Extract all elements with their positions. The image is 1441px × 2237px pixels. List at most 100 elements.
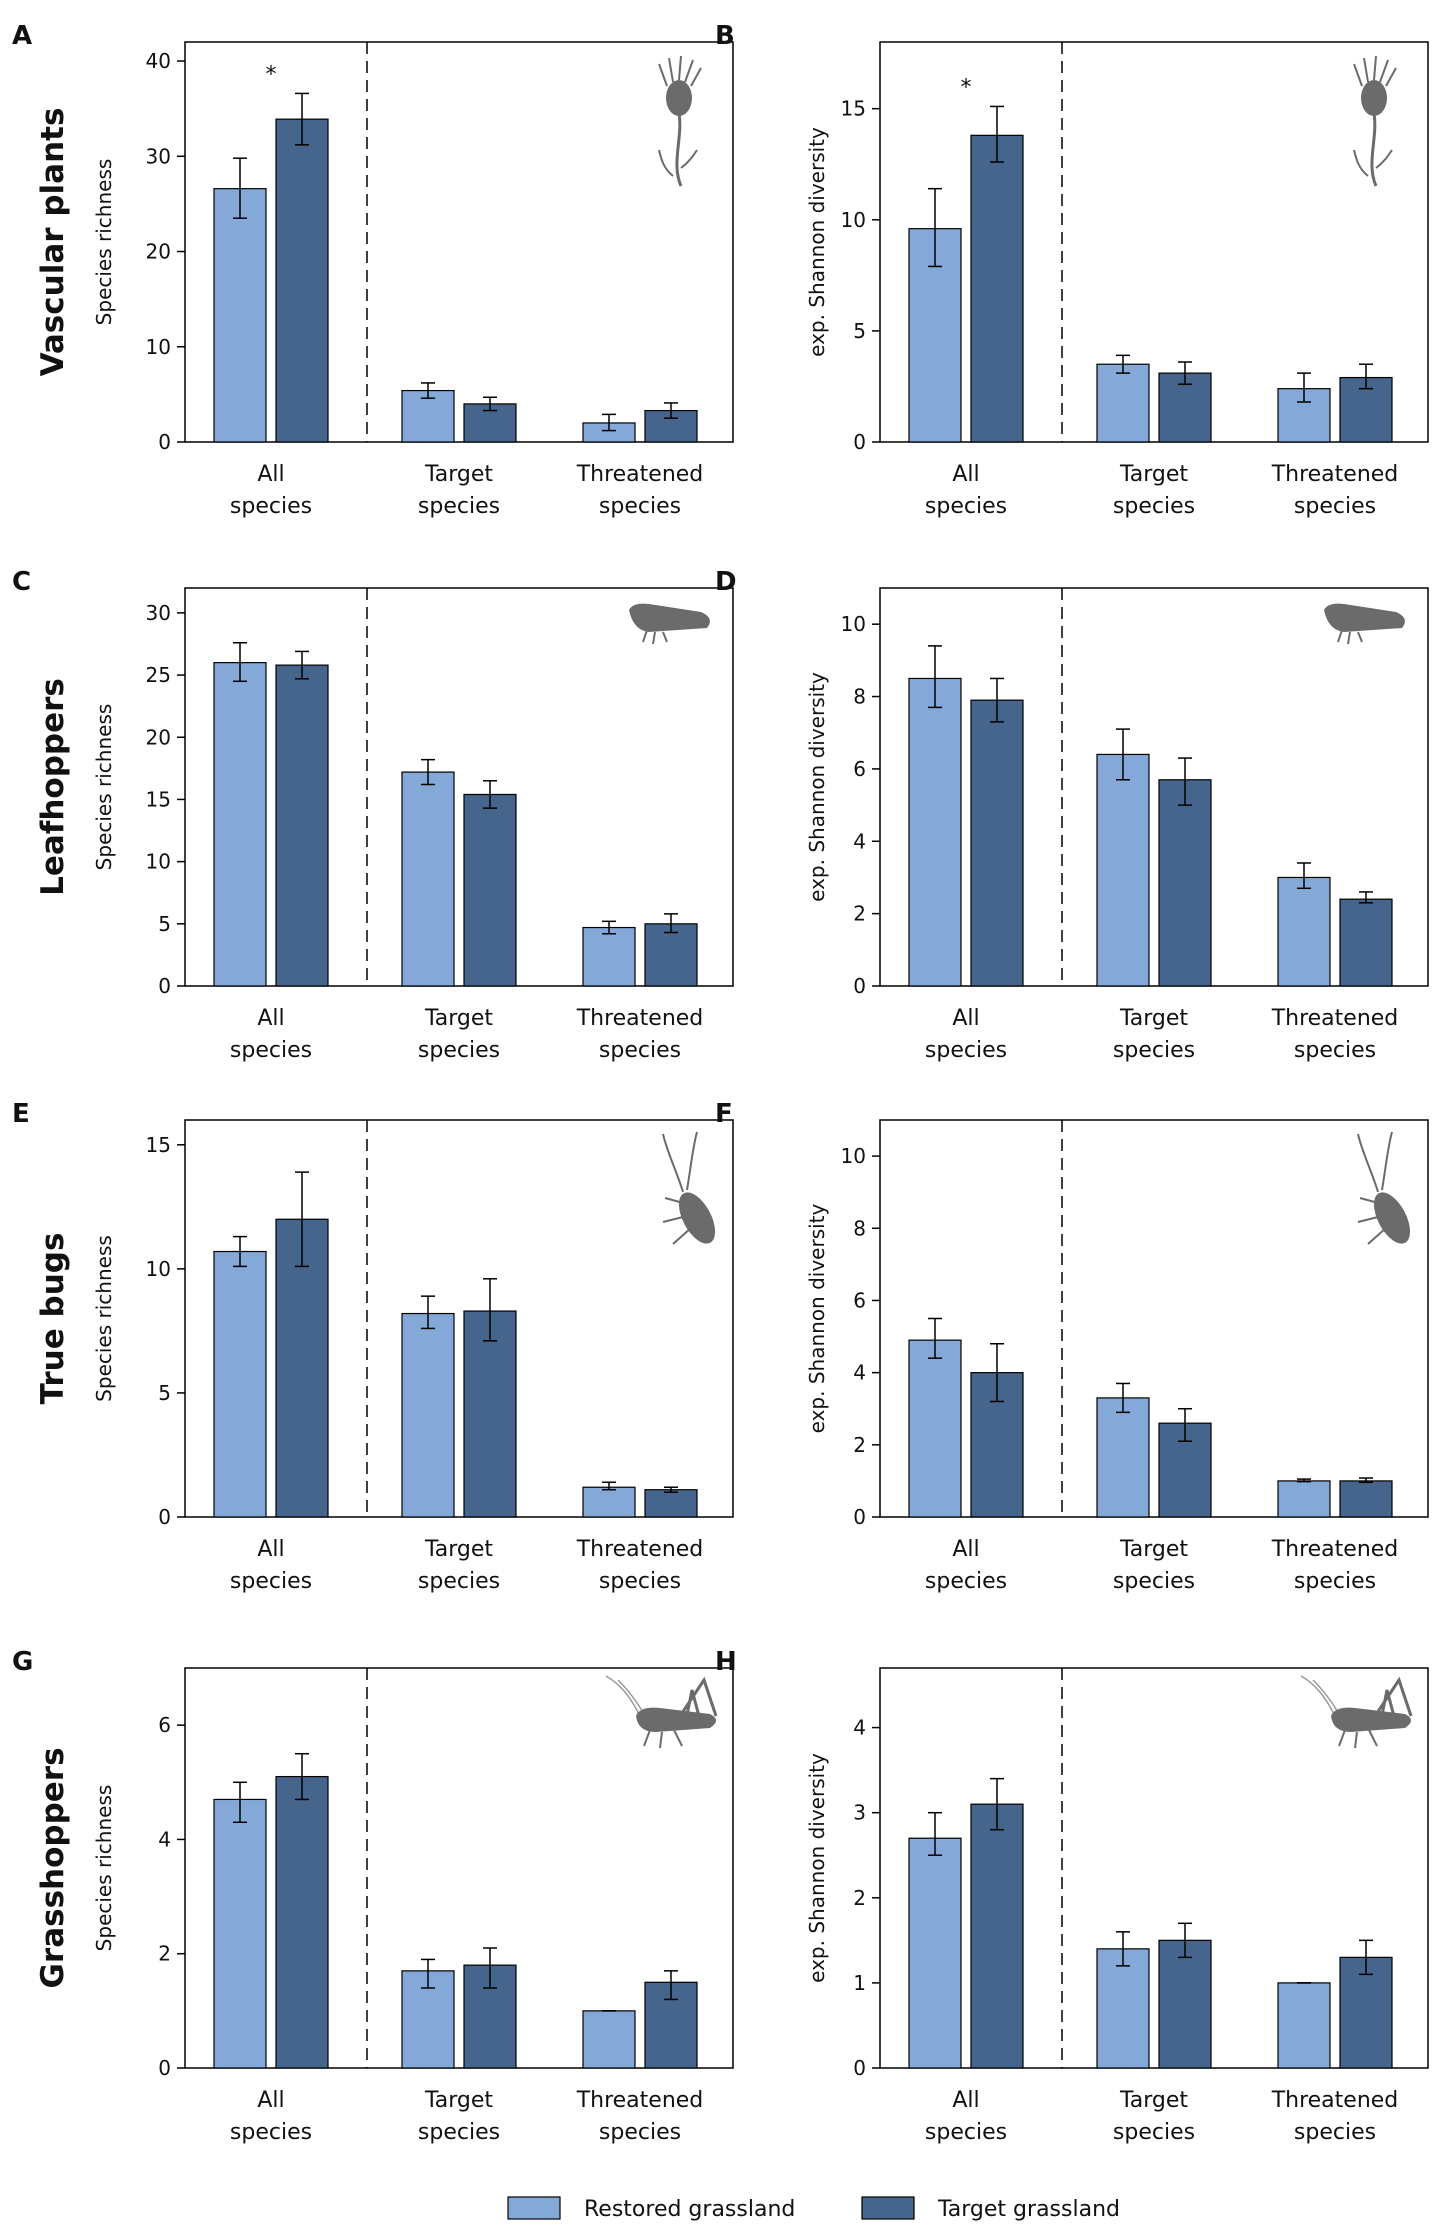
- plot-frame: [184, 1667, 734, 2069]
- y-tick-label: 30: [146, 144, 171, 168]
- spines: [1353, 55, 1397, 87]
- category-label: Target: [1119, 1537, 1188, 1562]
- y-axis-title: Species richness: [92, 159, 116, 326]
- legs: [643, 1729, 683, 1749]
- flower-head: [1361, 80, 1387, 116]
- category-label: species: [1113, 1038, 1195, 1063]
- category-label: species: [230, 494, 312, 519]
- category-label: All: [257, 462, 284, 487]
- bar: [1339, 898, 1393, 987]
- category-label: All: [952, 1006, 979, 1031]
- y-tick-label: 4: [853, 1361, 866, 1385]
- panel-letter: A: [12, 21, 32, 51]
- bar: [1096, 1948, 1150, 2069]
- y-tick-label: 2: [853, 1433, 866, 1457]
- legs: [1338, 1729, 1378, 1749]
- thistle-icon: [1353, 55, 1397, 187]
- category-label: species: [925, 494, 1007, 519]
- panel-letter: G: [12, 1647, 33, 1677]
- y-tick-label: 0: [853, 430, 866, 454]
- thistle-icon: [658, 55, 702, 187]
- y-tick-label: 4: [158, 1827, 171, 1851]
- leafhopper-icon: [629, 603, 710, 645]
- body: [678, 1192, 716, 1244]
- bar: [275, 1775, 329, 2069]
- y-axis-title: Species richness: [92, 704, 116, 871]
- y-tick-label: 15: [841, 97, 866, 121]
- category-label: All: [952, 2088, 979, 2113]
- bar: [908, 677, 962, 987]
- y-tick-label: 6: [853, 1288, 866, 1312]
- bar: [1277, 1982, 1331, 2069]
- category-label: species: [1294, 2120, 1376, 2145]
- panel-letter: D: [715, 567, 737, 597]
- bar: [275, 664, 329, 987]
- true-bug-icon: [662, 1131, 716, 1245]
- bar: [463, 793, 517, 987]
- stem: [675, 112, 683, 187]
- y-tick-label: 2: [158, 1942, 171, 1966]
- row-title: Grasshoppers: [35, 1747, 71, 1988]
- panel-b: 0 5 10 15 exp. Shannon diversity B * All species…: [715, 21, 1429, 519]
- category-label: Threatened: [1271, 2088, 1399, 2113]
- panel-h: 0 1 2 3 4 exp. Shannon diversity H All species Ta…: [715, 1647, 1429, 2145]
- antennae: [1357, 1131, 1393, 1193]
- bar: [1277, 1480, 1331, 1518]
- bar: [970, 1803, 1024, 2069]
- category-label: species: [599, 1038, 681, 1063]
- antennae: [662, 1131, 698, 1193]
- category-label: All: [257, 1537, 284, 1562]
- category-label: Threatened: [1271, 1006, 1399, 1031]
- y-tick-label: 8: [853, 685, 866, 709]
- category-label: Target: [424, 1006, 493, 1031]
- bar: [213, 188, 267, 443]
- y-tick-label: 2: [853, 1886, 866, 1910]
- legs: [642, 629, 668, 645]
- y-axis-title: Species richness: [92, 1235, 116, 1402]
- category-label: species: [1294, 494, 1376, 519]
- plot-frame: [879, 1667, 1429, 2069]
- y-tick-label: 6: [853, 757, 866, 781]
- y-tick-label: 10: [841, 208, 866, 232]
- y-tick-label: 40: [146, 49, 171, 73]
- bar: [1096, 1397, 1150, 1518]
- category-label: species: [925, 1569, 1007, 1594]
- y-tick-label: 0: [853, 1505, 866, 1529]
- bar: [908, 1339, 962, 1518]
- y-tick-label: 3: [853, 1801, 866, 1825]
- y-tick-label: 15: [146, 787, 171, 811]
- bar: [1096, 753, 1150, 987]
- category-label: species: [599, 494, 681, 519]
- plot-frame: [184, 41, 734, 443]
- category-label: Threatened: [576, 2088, 704, 2113]
- leafhopper-icon: [1324, 603, 1405, 645]
- y-axis-title: exp. Shannon diversity: [805, 1753, 829, 1983]
- bar: [1339, 1480, 1393, 1518]
- y-tick-label: 0: [158, 974, 171, 998]
- legs: [662, 1197, 692, 1245]
- plot-frame: [879, 1119, 1429, 1518]
- panel-g: 0 2 4 6 Species richness G Grasshoppers All spec…: [12, 1647, 734, 2145]
- grasshopper-icon: [605, 1675, 718, 1749]
- category-label: Threatened: [1271, 1537, 1399, 1562]
- panel-letter: C: [12, 567, 31, 597]
- category-label: species: [925, 2120, 1007, 2145]
- panel-d: 0 2 4 6 8 10 exp. Shannon diversity D All species…: [715, 567, 1429, 1063]
- y-tick-label: 8: [853, 1216, 866, 1240]
- y-axis-title: exp. Shannon diversity: [805, 127, 829, 357]
- category-label: Threatened: [1271, 462, 1399, 487]
- y-tick-label: 0: [158, 430, 171, 454]
- category-label: Target: [424, 1537, 493, 1562]
- bar: [644, 1489, 698, 1518]
- bar: [582, 2010, 636, 2069]
- category-label: Target: [424, 2088, 493, 2113]
- bar: [463, 1310, 517, 1518]
- bar: [970, 134, 1024, 443]
- true-bug-icon: [1357, 1131, 1411, 1245]
- antennae: [1300, 1675, 1340, 1717]
- row-title: True bugs: [35, 1233, 71, 1405]
- bar: [401, 771, 455, 987]
- bar: [644, 923, 698, 987]
- body: [1324, 603, 1405, 632]
